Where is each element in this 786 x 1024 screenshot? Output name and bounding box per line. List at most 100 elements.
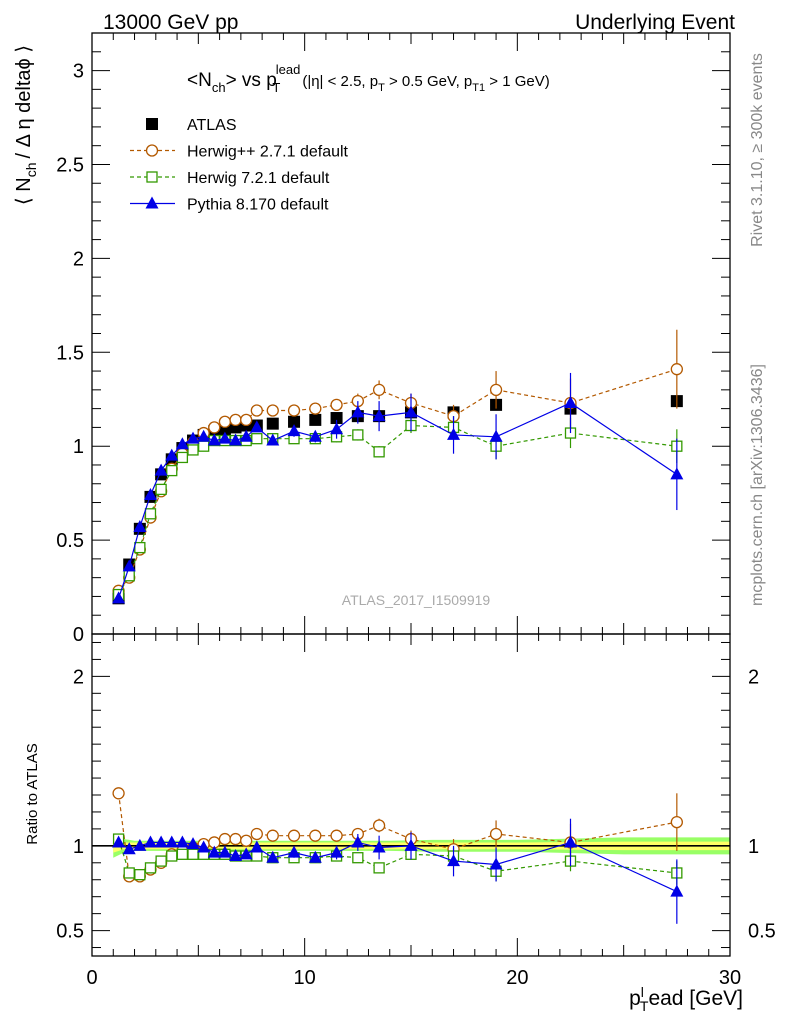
main-y-label-sub: ch bbox=[23, 162, 39, 177]
main-series-1-point bbox=[372, 383, 386, 396]
title-vs-sup: lead bbox=[276, 62, 301, 77]
main-series-0-point bbox=[266, 417, 279, 430]
legend-marker-1 bbox=[145, 144, 159, 157]
ratio-series-0-point bbox=[287, 829, 301, 842]
legend-label-2: Herwig 7.2.1 default bbox=[187, 170, 330, 187]
y-tick-label: 0 bbox=[73, 624, 84, 646]
ratio-series-0-point bbox=[218, 832, 232, 846]
header-left: 13000 GeV pp bbox=[103, 11, 238, 34]
x-tick-label: 30 bbox=[719, 967, 741, 989]
ratio-series-0-point bbox=[330, 829, 343, 842]
ratio-series-2-point bbox=[330, 845, 344, 858]
x-tick-label: 10 bbox=[294, 967, 316, 989]
ratio-series-2-point bbox=[266, 850, 280, 863]
main-series-3-point bbox=[122, 559, 136, 572]
main-series-1-point bbox=[330, 398, 343, 412]
main-series-3-point bbox=[143, 488, 157, 501]
main-series-1-point bbox=[489, 383, 503, 396]
ratio-y-label: Ratio to ATLAS bbox=[24, 743, 41, 844]
legend-label-3: Pythia 8.170 default bbox=[187, 197, 329, 214]
legend: ATLAS Herwig++ 2.7.1 default Herwig 7.2.1 … bbox=[130, 117, 349, 214]
ratio-y-tick-label-right: 0.5 bbox=[748, 921, 776, 943]
x-label-sub: T bbox=[640, 998, 649, 1014]
main-series-2-point bbox=[251, 433, 263, 445]
main-series-2-point bbox=[155, 483, 167, 496]
legend-label-0: ATLAS bbox=[187, 117, 237, 134]
ratio-series-2-point bbox=[372, 840, 386, 853]
x-label-pre: p bbox=[629, 987, 641, 1010]
main-series-3-point bbox=[218, 431, 232, 444]
ratio-series-2-point bbox=[197, 840, 211, 853]
ratio-series-2-point bbox=[670, 884, 684, 897]
main-series-1-point bbox=[670, 363, 683, 376]
main-y-label-pre: ⟨ N bbox=[13, 177, 35, 205]
ratio-series-2-point bbox=[122, 842, 136, 855]
main-series-1-point bbox=[218, 415, 232, 428]
x-label-post: ead [GeV] bbox=[648, 987, 743, 1010]
ratio-series-2-point bbox=[564, 835, 577, 848]
y-tick-label: 2 bbox=[73, 248, 84, 270]
ratio-series-0-point bbox=[489, 827, 503, 841]
ratio-series-2-point bbox=[351, 835, 365, 848]
chart-title: <Nch> vs plead T (|η| < 2.5, pT > 0.5 GeV,… bbox=[187, 62, 550, 95]
main-series-3-point bbox=[186, 431, 200, 444]
ratio-series-0-point bbox=[250, 827, 263, 841]
main-series-3-point bbox=[372, 409, 386, 422]
legend-marker-0 bbox=[146, 118, 158, 130]
main-series-1-point bbox=[266, 404, 279, 417]
ratio-series-1-point bbox=[123, 867, 135, 879]
main-series-1-point bbox=[229, 413, 242, 427]
main-series-2-point bbox=[166, 464, 178, 477]
ratio-series-2-point bbox=[133, 838, 147, 851]
ratio-series-1-point bbox=[166, 850, 178, 862]
main-series-3-point bbox=[239, 429, 253, 442]
main-series-3-point bbox=[154, 463, 168, 476]
ratio-series-2-point bbox=[287, 845, 301, 858]
ratio-series-2-point bbox=[218, 845, 232, 858]
main-y-label-post: / Δ η deltaϕ ⟩ bbox=[13, 45, 35, 159]
main-series-3-point bbox=[165, 448, 179, 461]
main-series-1-point bbox=[250, 404, 263, 417]
main-series-3-point bbox=[133, 519, 147, 532]
ratio-series-0-point bbox=[240, 834, 253, 847]
main-series-3-point bbox=[112, 591, 126, 604]
x-label-sup: l bbox=[641, 984, 644, 1000]
main-series-3-point bbox=[250, 420, 264, 433]
legend-marker-3 bbox=[145, 196, 159, 209]
ratio-series-1-point bbox=[187, 848, 199, 860]
ratio-series-0-point bbox=[670, 815, 683, 829]
ratio-series-2-point bbox=[404, 838, 418, 851]
main-series-3-point bbox=[670, 467, 684, 480]
main-series-3-point bbox=[447, 427, 461, 440]
ratio-series-2-point bbox=[447, 854, 461, 867]
main-series-0-point bbox=[288, 415, 301, 428]
ratio-series bbox=[112, 787, 684, 924]
title-cut2: > 0.5 GeV, p bbox=[385, 73, 472, 90]
ratio-y-tick-label: 0.5 bbox=[56, 921, 84, 943]
main-series-3-point bbox=[489, 429, 503, 442]
ratio-series-0-point bbox=[266, 829, 279, 842]
main-series-3-point bbox=[266, 433, 280, 446]
main-series-3-point bbox=[229, 433, 243, 446]
title-cut1: (|η| < 2.5, p bbox=[302, 73, 378, 90]
ratio-series-0-point bbox=[372, 819, 386, 832]
y-tick-label: 1 bbox=[73, 436, 84, 458]
ratio-series-2-point bbox=[175, 835, 189, 848]
main-series bbox=[112, 329, 684, 605]
ratio-series-1-point bbox=[144, 862, 157, 874]
ratio-series-2-point bbox=[207, 845, 221, 858]
main-series-3-point bbox=[564, 395, 577, 408]
ratio-series-1-point bbox=[155, 855, 167, 867]
ratio-series-2-point bbox=[186, 837, 200, 850]
main-series-3-point bbox=[404, 405, 418, 418]
main-y-label: ⟨ Nch / Δ η deltaϕ ⟩ bbox=[13, 45, 39, 205]
main-series-1-point bbox=[309, 402, 322, 415]
title-vs: > vs p bbox=[226, 70, 277, 91]
ratio-series-2-point bbox=[143, 835, 157, 848]
title-cut1-sub: T bbox=[378, 82, 385, 94]
main-series-1-point bbox=[240, 413, 253, 427]
ratio-y-tick-label-right: 1 bbox=[748, 836, 759, 858]
y-tick-label: 0.5 bbox=[56, 530, 84, 552]
main-series-0-point bbox=[330, 412, 343, 425]
